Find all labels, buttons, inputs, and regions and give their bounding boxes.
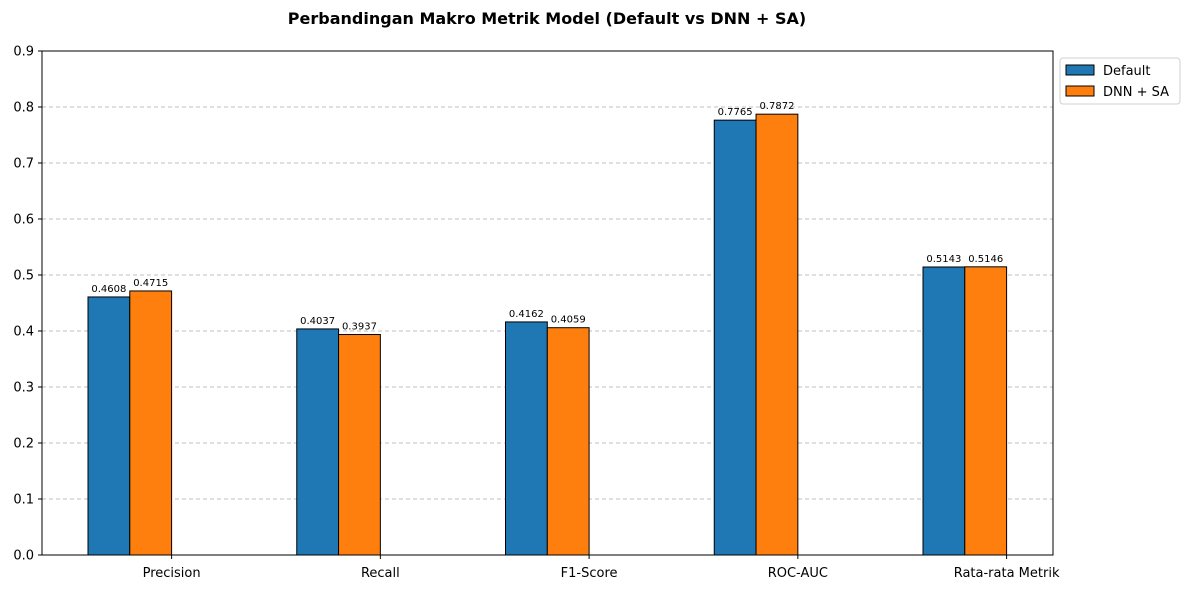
legend: Default DNN + SA [1059, 57, 1181, 105]
y-tick-label: 0.8 [13, 101, 34, 116]
y-tick-label: 0.6 [13, 213, 34, 228]
y-tick-label: 0.7 [13, 157, 34, 172]
bar-dnn-sa [755, 113, 799, 556]
y-tick-label: 0.0 [13, 549, 34, 564]
data-label: 0.4162 [509, 309, 544, 320]
y-axis: 0.0 0.1 0.2 0.3 0.4 0.5 0.6 0.7 0.8 0.9 [13, 45, 42, 564]
bar-default [505, 321, 548, 556]
y-tick-label: 0.5 [13, 269, 34, 284]
data-label: 0.4037 [300, 316, 335, 327]
bar-dnn-sa [546, 327, 590, 556]
value-labels: 0.4608 0.4715 0.4037 0.3937 0.4162 0.4059 0.77… [91, 101, 1003, 332]
y-tick-label: 0.1 [13, 493, 34, 508]
data-label: 0.5146 [968, 254, 1003, 265]
data-label: 0.4059 [551, 315, 586, 326]
legend-label: DNN + SA [1103, 85, 1169, 100]
y-tick-label: 0.4 [13, 325, 34, 340]
bar-dnn-sa [338, 334, 381, 556]
x-axis: Precision Recall F1-Score ROC-AUC Rata-rata … [143, 555, 1060, 581]
bar-default [922, 266, 966, 556]
legend-swatch [1065, 85, 1095, 97]
bars [87, 113, 1008, 556]
y-tick-label: 0.9 [13, 45, 34, 60]
x-tick-label: ROC-AUC [768, 566, 828, 581]
x-tick-label: Rata-rata Metrik [954, 566, 1060, 581]
bar-default [296, 328, 340, 556]
y-tick-label: 0.3 [13, 381, 34, 396]
legend-swatch [1065, 64, 1095, 76]
plot-frame [41, 50, 1054, 556]
legend-label: Default [1103, 64, 1151, 79]
x-tick-label: Recall [361, 566, 400, 581]
bar-default [87, 296, 131, 556]
data-label: 0.7872 [759, 101, 794, 112]
data-label: 0.5143 [926, 254, 961, 265]
data-label: 0.4608 [91, 284, 126, 295]
chart-title: Perbandingan Makro Metrik Model (Default… [288, 9, 806, 28]
y-tick-label: 0.2 [13, 437, 34, 452]
x-tick-label: Precision [143, 566, 201, 581]
data-label: 0.7765 [718, 107, 753, 118]
bar-default [713, 119, 757, 556]
bar-dnn-sa [129, 290, 173, 556]
x-tick-label: F1-Score [561, 566, 618, 581]
data-label: 0.4715 [133, 278, 168, 289]
bar-dnn-sa [964, 266, 1008, 556]
data-label: 0.3937 [342, 322, 377, 333]
